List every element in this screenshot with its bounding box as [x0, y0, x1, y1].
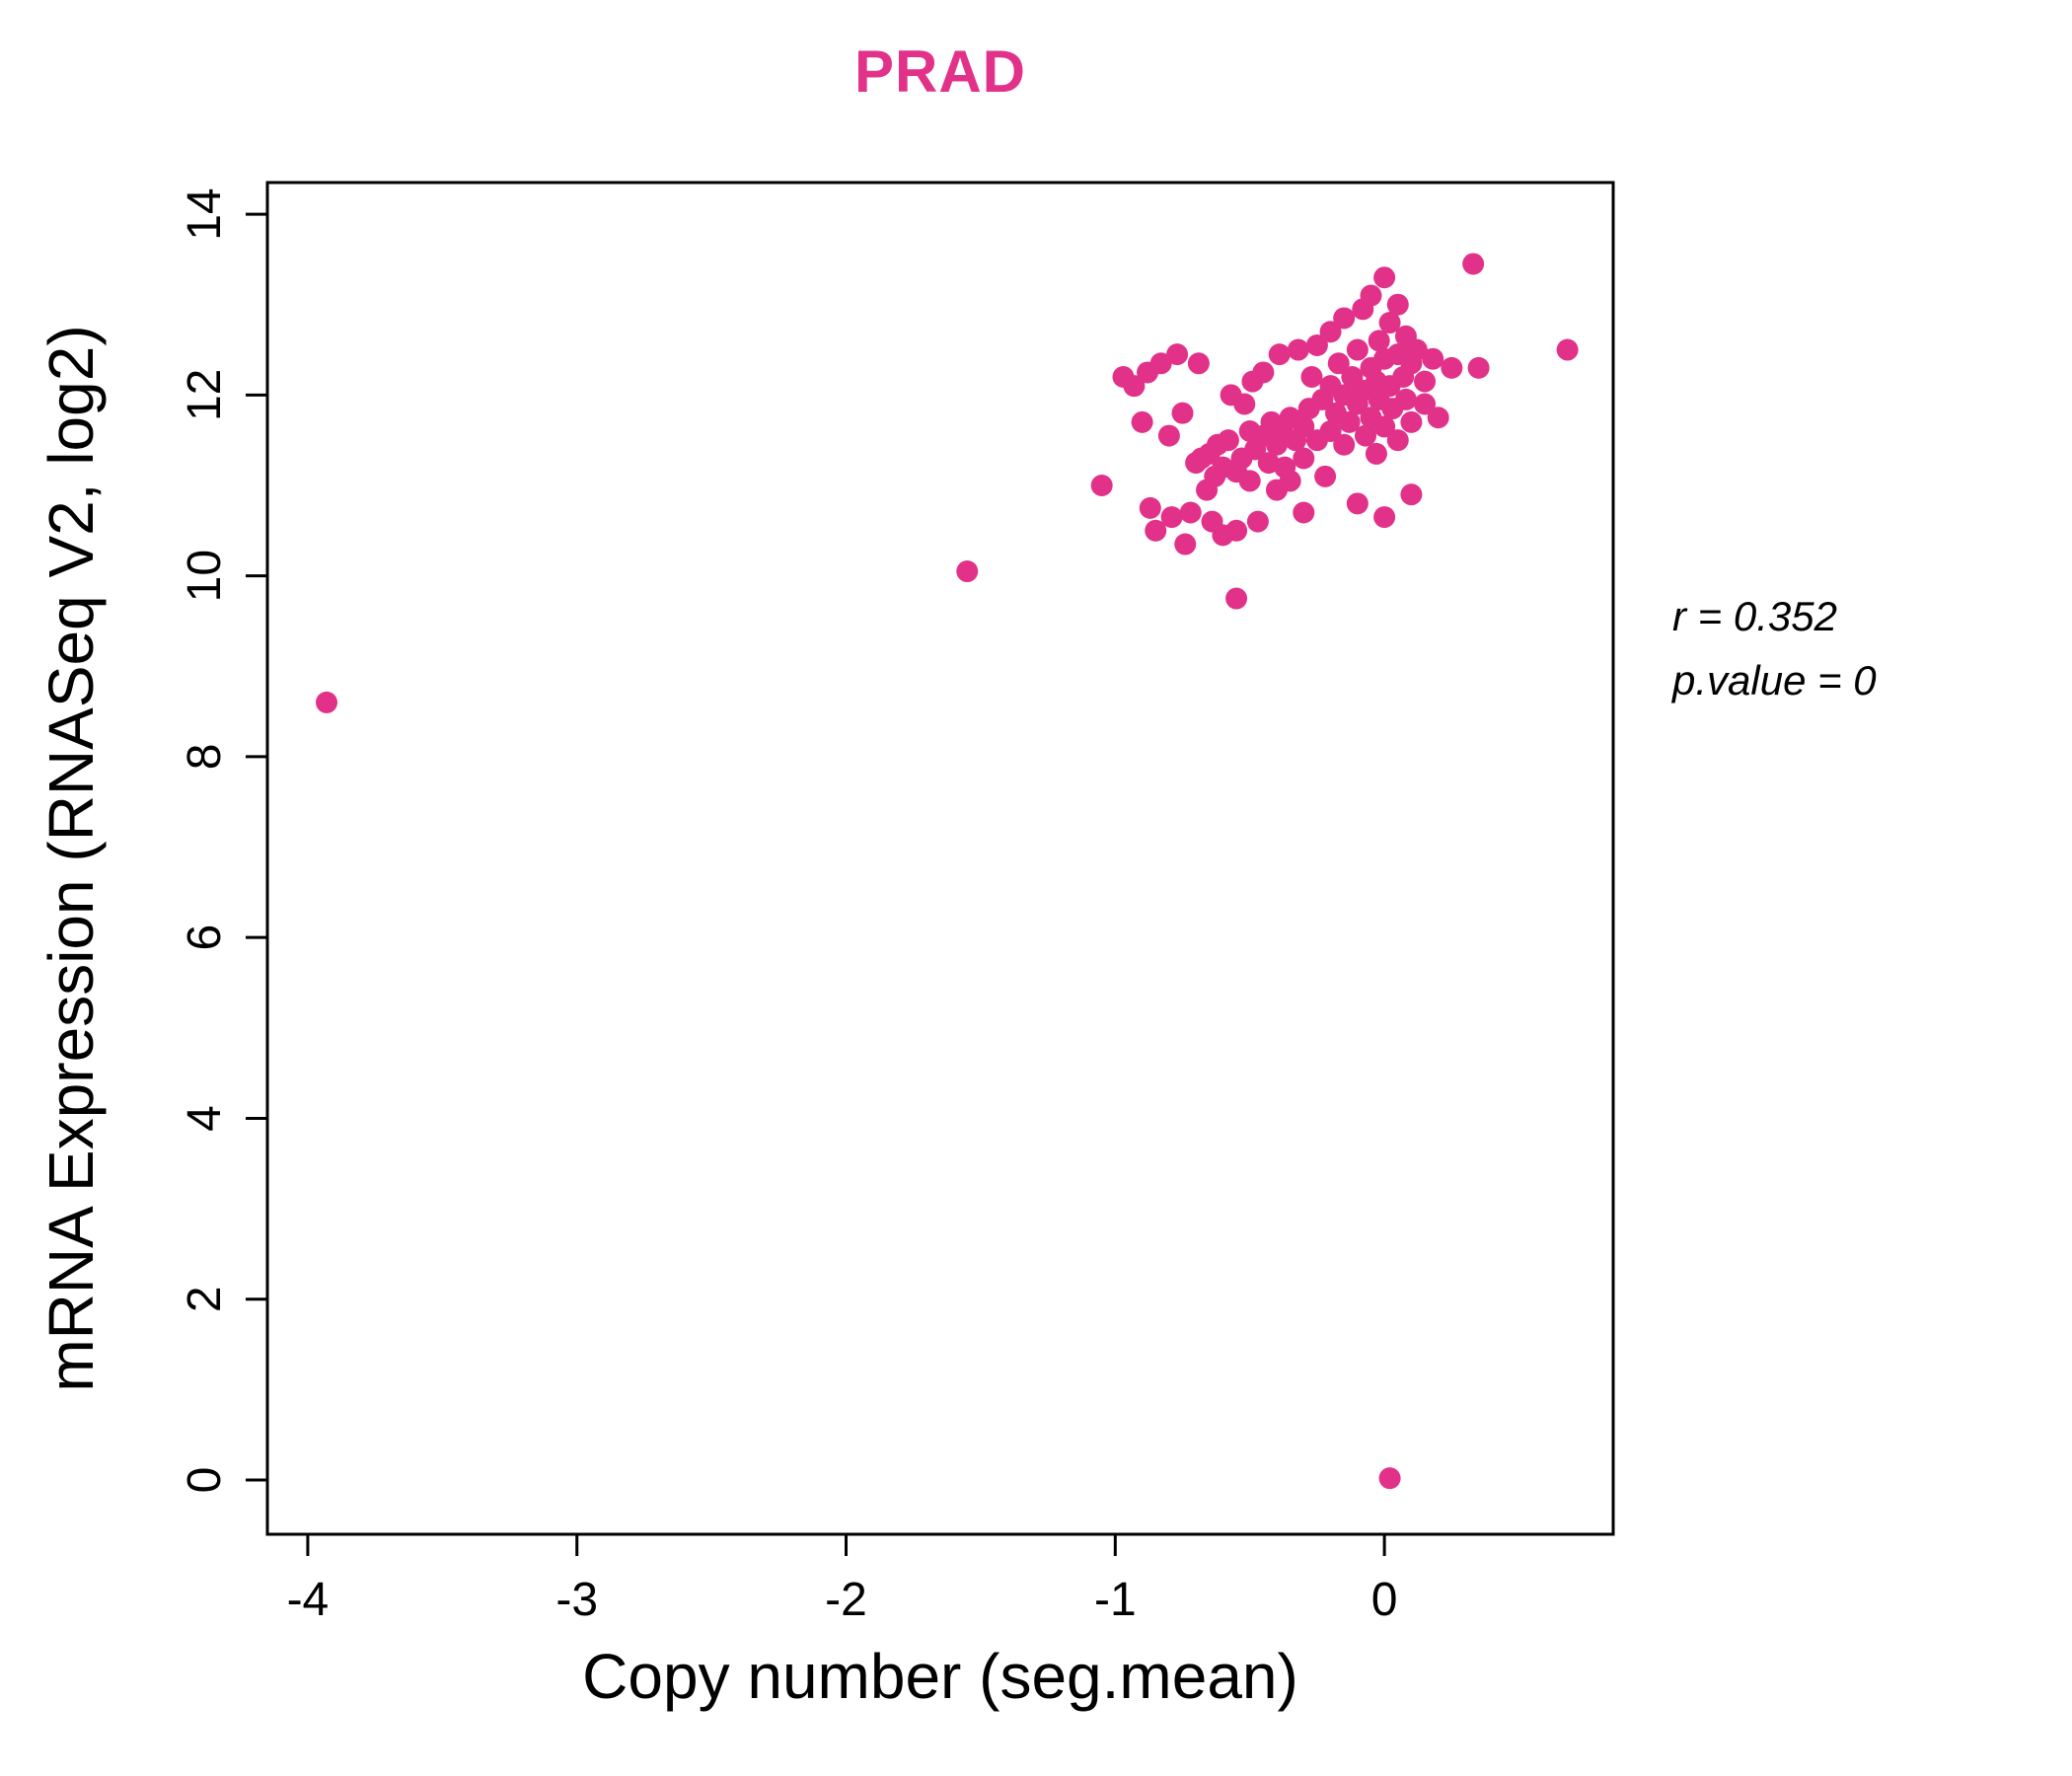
data-point [1365, 442, 1387, 465]
data-point [1405, 338, 1428, 361]
data-point [1139, 496, 1161, 519]
data-point [1131, 410, 1153, 433]
data-point [1305, 333, 1328, 356]
data-point [1333, 433, 1356, 456]
data-point [1441, 356, 1463, 379]
data-point [1378, 1467, 1401, 1490]
data-point [1238, 470, 1261, 492]
data-point [1400, 483, 1423, 506]
data-point [1166, 343, 1189, 366]
data-point [1187, 352, 1210, 375]
data-point [1225, 587, 1248, 610]
data-point [1287, 338, 1309, 361]
x-tick-label: -3 [555, 1574, 598, 1626]
data-point [1174, 533, 1197, 555]
data-point [1268, 343, 1291, 366]
y-tick-label: 14 [179, 187, 231, 240]
data-point [1427, 407, 1449, 429]
data-point [1355, 424, 1377, 447]
data-point [1462, 253, 1485, 275]
x-tick-label: -2 [825, 1574, 867, 1626]
data-point [1346, 338, 1369, 361]
y-tick-label: 0 [179, 1467, 231, 1494]
data-point [1467, 356, 1490, 379]
x-axis-label: Copy number (seg.mean) [582, 1641, 1298, 1712]
r-value-text: r = 0.352 [1672, 593, 1837, 639]
data-point [1171, 402, 1194, 424]
data-point [1346, 492, 1369, 515]
data-point [1319, 321, 1342, 343]
data-point [956, 560, 979, 583]
data-point [1233, 393, 1256, 415]
data-point [1293, 415, 1315, 438]
y-tick-label: 8 [179, 744, 231, 771]
data-point [1145, 519, 1167, 542]
data-point [1360, 284, 1382, 307]
data-point [1252, 361, 1275, 384]
data-point [1373, 506, 1396, 529]
data-point [1373, 266, 1396, 289]
data-point [1160, 506, 1183, 529]
data-point [1378, 312, 1401, 334]
data-point [1400, 410, 1423, 433]
data-point [1327, 352, 1350, 375]
data-point [1123, 375, 1146, 398]
plot-border [265, 181, 1615, 1536]
y-tick-label: 10 [179, 550, 231, 602]
data-point [1373, 415, 1396, 438]
y-tick-label: 6 [179, 925, 231, 951]
data-point [1279, 470, 1301, 492]
data-point [1338, 410, 1361, 433]
data-point [1149, 352, 1172, 375]
data-point [1556, 338, 1579, 361]
x-tick-label: -1 [1094, 1574, 1137, 1626]
data-point [1293, 501, 1315, 524]
data-point [1319, 420, 1342, 443]
data-point [1246, 510, 1269, 533]
data-point [1314, 465, 1337, 487]
data-point [1300, 366, 1323, 389]
data-point [1333, 307, 1356, 330]
y-tick-label: 4 [179, 1105, 231, 1132]
data-point [1293, 447, 1315, 470]
y-tick-label: 12 [179, 369, 231, 421]
y-tick-label: 2 [179, 1286, 231, 1312]
data-point [1422, 347, 1444, 370]
data-point [1217, 429, 1239, 452]
data-point [1386, 293, 1409, 316]
x-tick-label: 0 [1371, 1574, 1398, 1626]
data-point [1386, 429, 1409, 452]
data-point [1368, 330, 1390, 352]
data-point [1394, 388, 1417, 410]
data-point [316, 691, 338, 713]
chart-title: PRAD [853, 38, 1026, 105]
data-point [1090, 474, 1113, 496]
data-point [1414, 370, 1437, 393]
correlation-annotation: r = 0.352 p.value = 0 [1672, 584, 1877, 712]
data-point [1225, 519, 1248, 542]
p-value-text: p.value = 0 [1672, 657, 1877, 704]
x-tick-label: -4 [287, 1574, 330, 1626]
data-point [1157, 424, 1180, 447]
data-point [1414, 393, 1437, 415]
data-point [1179, 501, 1202, 524]
y-axis-label: mRNA Expression (RNASeq V2, log2) [36, 325, 107, 1392]
